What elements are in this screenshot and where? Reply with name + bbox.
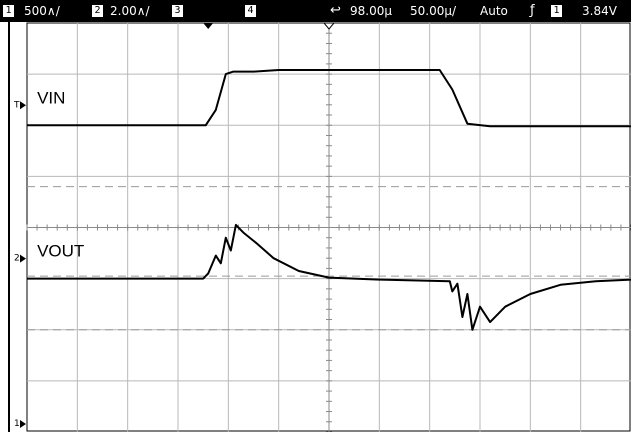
- trigger-source[interactable]: 1: [551, 5, 562, 17]
- ground-marker-vin: T: [13, 100, 20, 110]
- ch2-indicator[interactable]: 2: [92, 5, 103, 17]
- ch4-indicator[interactable]: 4: [245, 5, 256, 17]
- ch3-indicator[interactable]: 3: [172, 5, 183, 17]
- trace-vout: [27, 223, 631, 331]
- ground-marker-ch1: 1: [14, 419, 20, 429]
- ground-arrow-icon: [20, 101, 26, 110]
- trace-labels: VIN T VOUT 2 1: [13, 88, 84, 429]
- trace-vin: [27, 69, 631, 128]
- time-delay[interactable]: 98.00µ: [350, 4, 392, 18]
- traces: [27, 69, 631, 331]
- trigger-edge-icon: ƒ: [530, 3, 535, 18]
- ch1-indicator[interactable]: 1: [3, 5, 14, 17]
- trace-label-vout: VOUT: [37, 242, 84, 261]
- ch2-scale[interactable]: 2.00∧/: [110, 4, 150, 18]
- time-scale[interactable]: 50.00µ/: [410, 4, 457, 18]
- graticule: [26, 22, 631, 432]
- trigger-mode[interactable]: Auto: [480, 4, 508, 18]
- ground-arrow-icon: [20, 420, 26, 428]
- delay-arrow-icon: ↩: [330, 3, 341, 18]
- trigger-level[interactable]: 3.84V: [582, 4, 617, 18]
- left-edge: [0, 22, 12, 432]
- trigger-position-marker: [203, 23, 214, 29]
- center-marker: [322, 22, 336, 30]
- ground-marker-vout: 2: [14, 254, 20, 264]
- reference-lines: [27, 186, 631, 331]
- status-bar: 1 500∧/ 2 2.00∧/ 3 4 ↩ 98.00µ 50.00µ/ Au…: [0, 0, 631, 22]
- trace-label-vin: VIN: [37, 88, 65, 107]
- ground-arrow-icon: [20, 254, 26, 263]
- top-markers: [203, 22, 336, 30]
- ch1-scale[interactable]: 500∧/: [24, 4, 60, 18]
